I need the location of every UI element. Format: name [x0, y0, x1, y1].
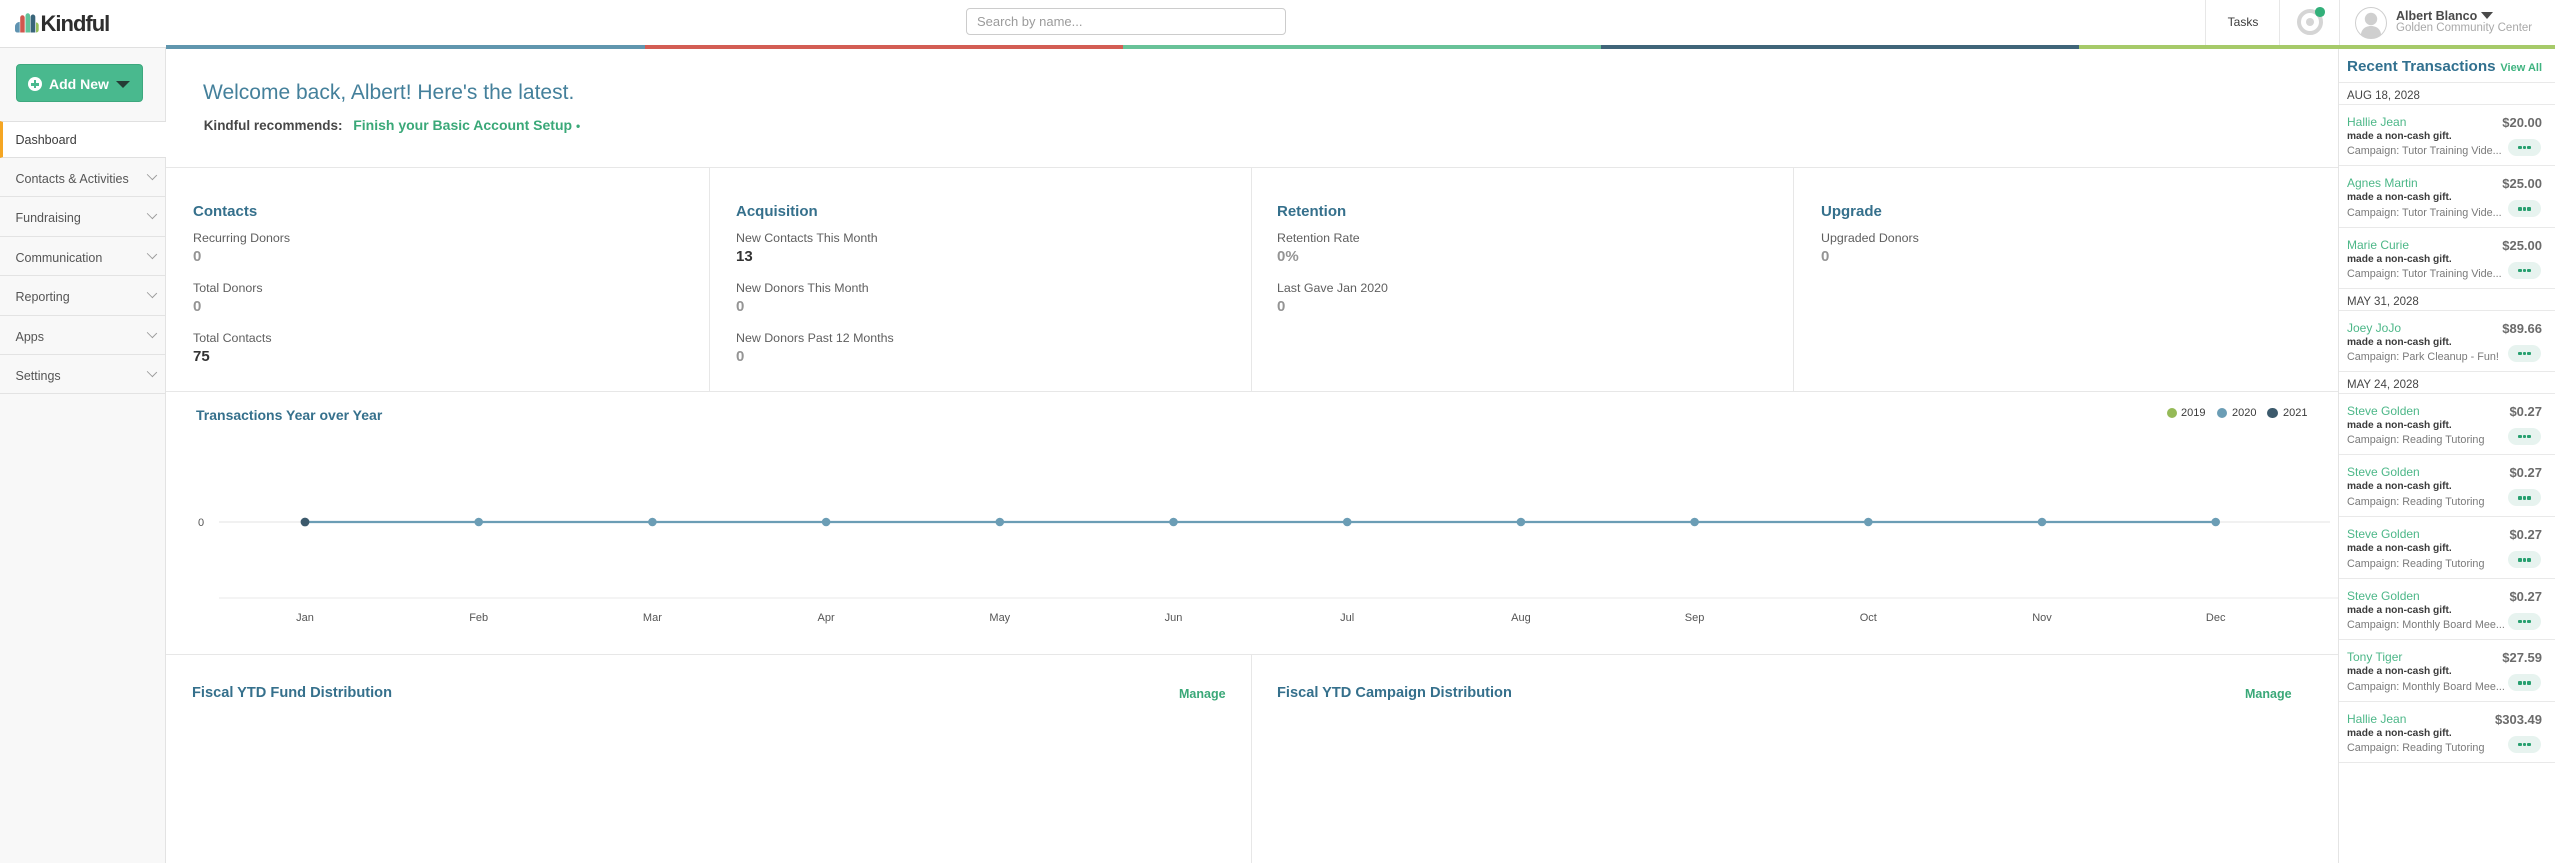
svg-text:0: 0 — [198, 517, 204, 529]
svg-text:Oct: Oct — [1860, 612, 1877, 624]
svg-text:Nov: Nov — [2032, 612, 2052, 624]
svg-text:Dec: Dec — [2206, 612, 2226, 624]
svg-text:Apr: Apr — [818, 612, 835, 624]
svg-text:May: May — [989, 612, 1010, 624]
svg-text:Jan: Jan — [296, 612, 314, 624]
svg-text:Sep: Sep — [1685, 612, 1705, 624]
svg-text:Mar: Mar — [643, 612, 662, 624]
svg-text:Feb: Feb — [469, 612, 488, 624]
svg-text:Jun: Jun — [1165, 612, 1183, 624]
svg-text:Jul: Jul — [1340, 612, 1354, 624]
svg-text:Aug: Aug — [1511, 612, 1531, 624]
